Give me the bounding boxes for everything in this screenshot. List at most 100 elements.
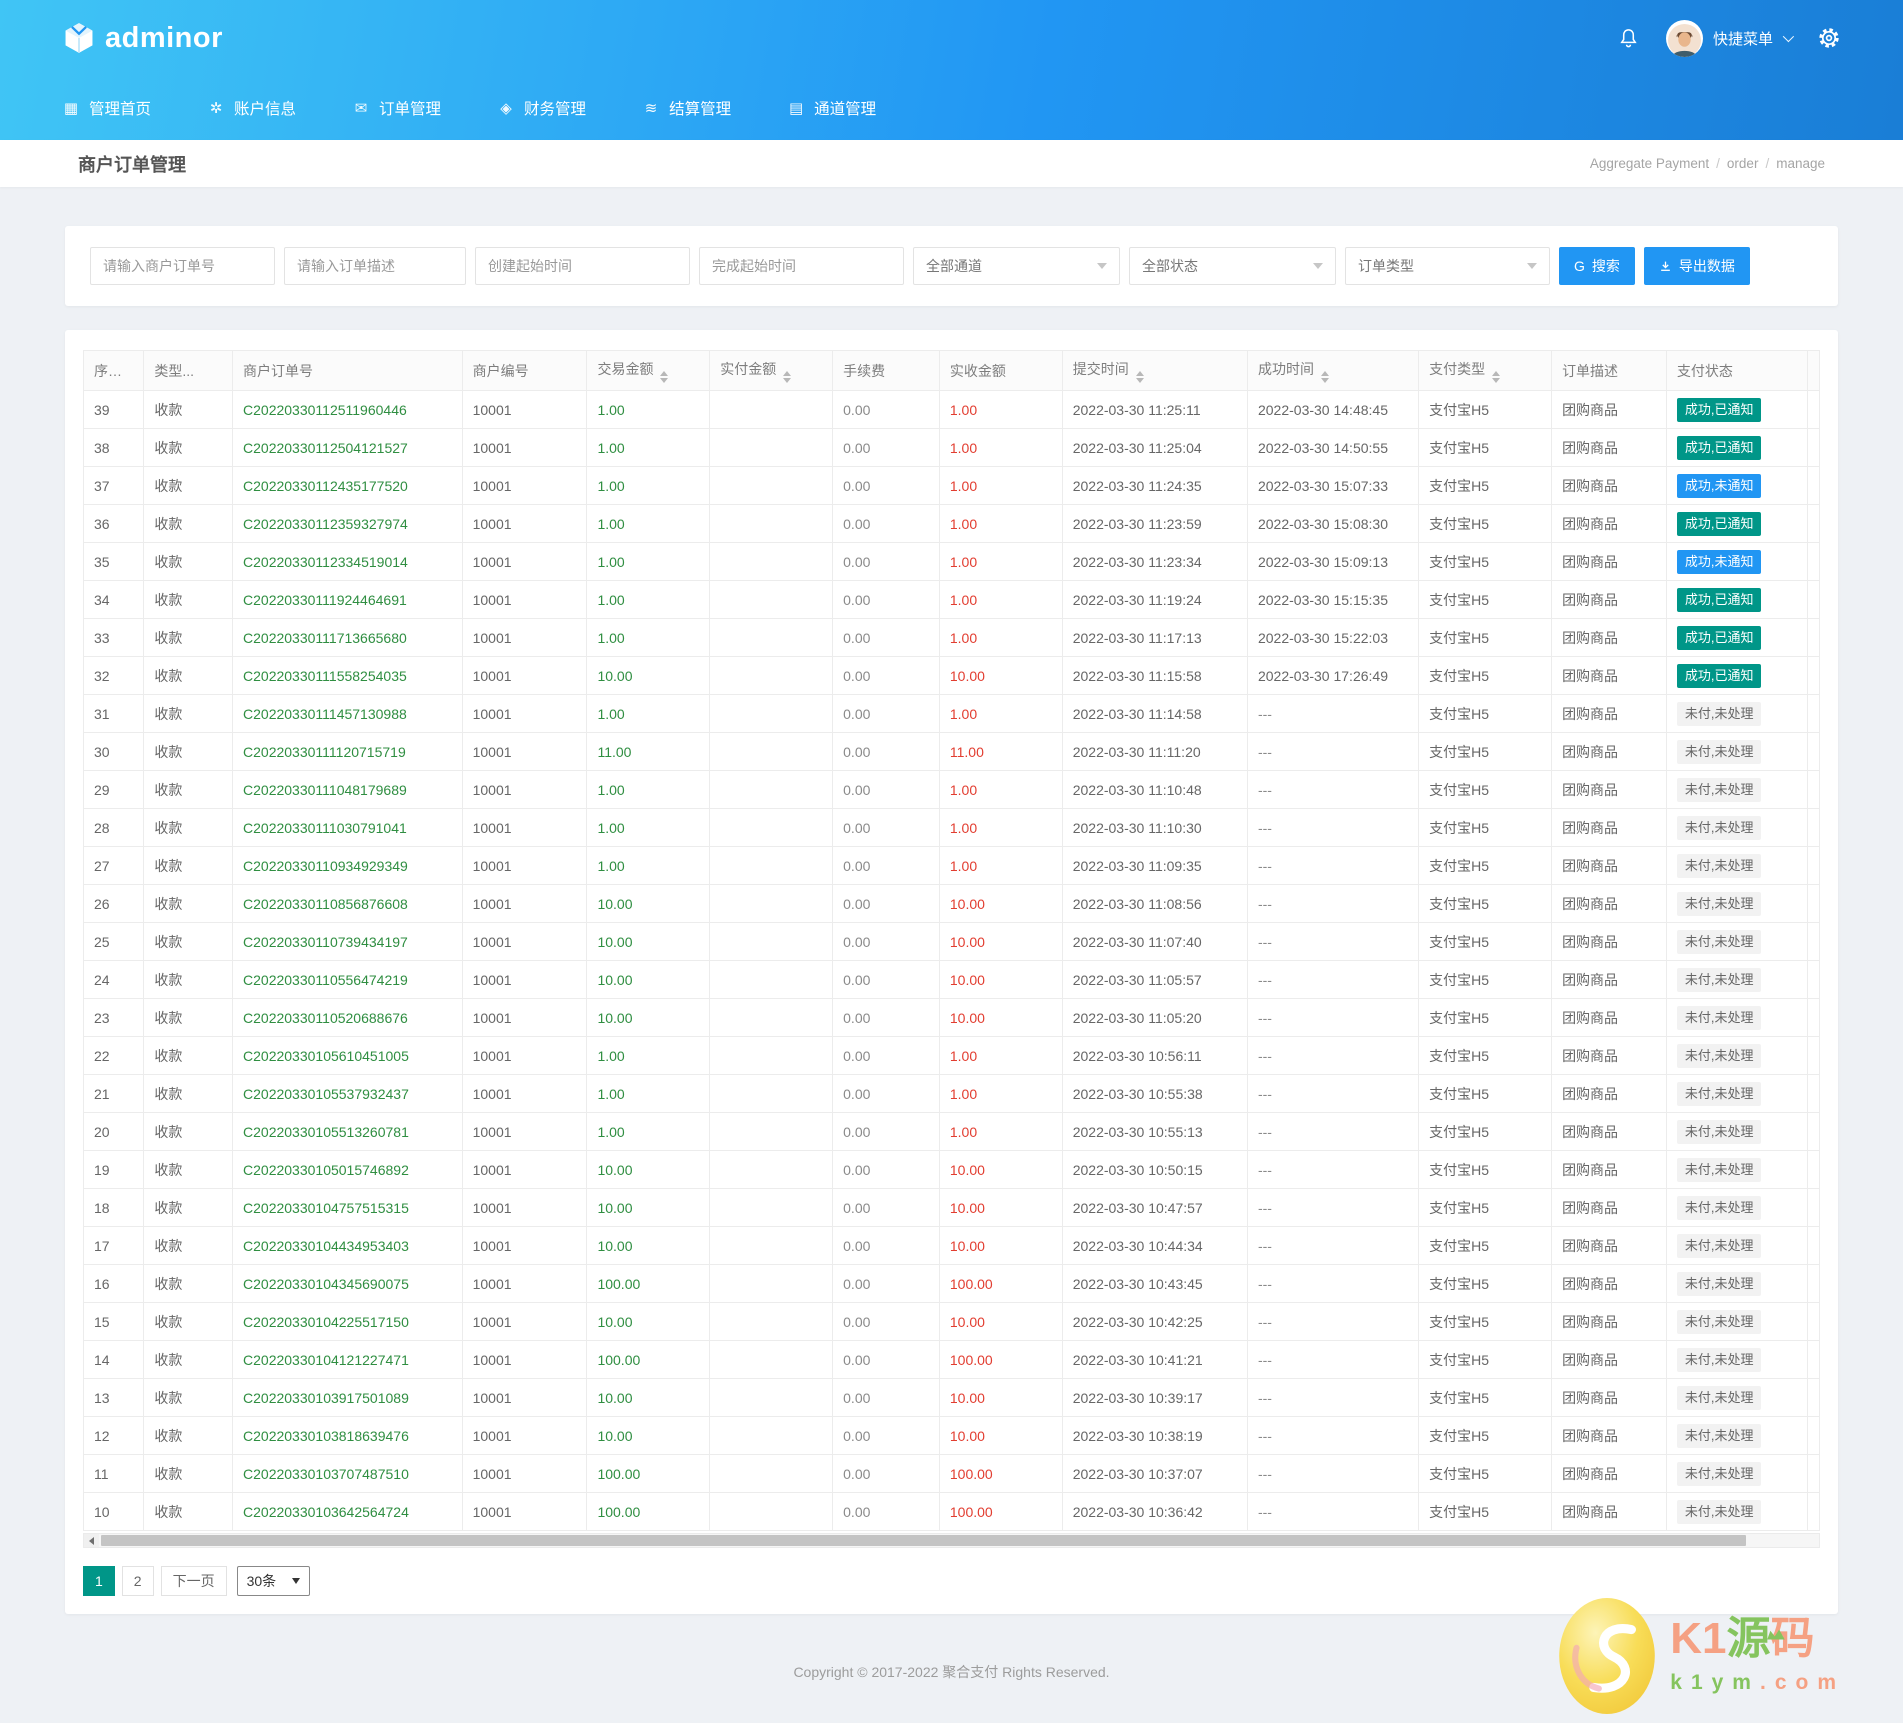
cell-desc: 团购商品 [1551, 1378, 1667, 1417]
sort-icon[interactable] [1135, 370, 1144, 383]
breadcrumb-item[interactable]: manage [1776, 156, 1825, 171]
main-nav: ▦ 管理首页 ✲ 账户信息 ✉ 订单管理 ◈ 财务管理 ≋ 结算管理 ▤ 通道管… [0, 76, 1903, 140]
cell-filler [1806, 770, 1821, 809]
crown-icon [1766, 1605, 1786, 1649]
column-header: 类型... [143, 350, 234, 391]
nav-item-channel[interactable]: ▤ 通道管理 [787, 97, 876, 119]
search-button[interactable]: G 搜索 [1559, 247, 1635, 285]
cell-seq: 18 [82, 1188, 145, 1227]
cell-desc: 团购商品 [1551, 922, 1667, 961]
channel-select[interactable]: 全部通道 [913, 247, 1120, 285]
chevron-down-icon [292, 1578, 301, 1584]
scroll-left-arrow[interactable] [84, 1534, 99, 1547]
cell-success-time: --- [1246, 694, 1420, 733]
cell-fee: 0.00 [832, 1492, 940, 1531]
cell-submit-time: 2022-03-30 10:55:38 [1061, 1074, 1248, 1113]
cell-received: 10.00 [938, 884, 1063, 923]
horizontal-scrollbar[interactable] [83, 1533, 1820, 1548]
cell-pay-status: 未付,未处理 [1665, 1378, 1808, 1417]
nav-item-dashboard[interactable]: ▦ 管理首页 [62, 97, 151, 119]
cell-type: 收款 [143, 846, 234, 885]
order-type-select[interactable]: 订单类型 [1345, 247, 1550, 285]
cell-merchant-no: 10001 [461, 1226, 588, 1265]
cell-received: 1.00 [938, 846, 1063, 885]
status-badge: 成功,已通知 [1676, 587, 1762, 612]
cell-seq: 22 [82, 1036, 145, 1075]
settings-gear-icon[interactable] [1817, 26, 1841, 50]
cell-fee: 0.00 [832, 1226, 940, 1265]
cell-merchant-no: 10001 [461, 732, 588, 771]
cell-success-time: 2022-03-30 14:50:55 [1246, 428, 1420, 467]
cell-pay-type: 支付宝H5 [1418, 542, 1553, 581]
column-header: 序号... [82, 350, 145, 391]
cell-seq: 19 [82, 1150, 145, 1189]
cell-order-no: C20220330110520688676 [232, 998, 463, 1037]
cell-success-time: --- [1246, 960, 1420, 999]
page-button-1[interactable]: 1 [83, 1566, 115, 1596]
nav-label: 结算管理 [669, 101, 732, 118]
column-header[interactable]: 实付金额 [709, 350, 834, 391]
cell-seq: 31 [82, 694, 145, 733]
page-button-2[interactable]: 2 [121, 1566, 154, 1596]
column-header-label: 交易金额 [597, 360, 654, 377]
cell-merchant-no: 10001 [461, 1302, 588, 1341]
sort-icon[interactable] [1492, 370, 1501, 383]
cell-desc: 团购商品 [1551, 1150, 1667, 1189]
cell-received: 1.00 [938, 542, 1063, 581]
cell-pay-status: 未付,未处理 [1665, 1112, 1808, 1151]
create-start-time-input[interactable] [475, 247, 690, 285]
cell-order-no: C20220330111030791041 [232, 808, 463, 847]
sort-icon[interactable] [1320, 370, 1329, 383]
cell-paid [709, 808, 834, 847]
nav-item-account[interactable]: ✲ 账户信息 [207, 97, 296, 119]
cell-pay-status: 未付,未处理 [1665, 922, 1808, 961]
cell-amount: 10.00 [586, 1416, 711, 1455]
top-header: adminor 快捷菜单 ▦ 管理首页 ✲ 账户信息 [0, 0, 1903, 140]
breadcrumb-item[interactable]: order [1726, 156, 1759, 171]
cell-seq: 10 [82, 1492, 145, 1531]
cell-seq: 11 [82, 1454, 145, 1493]
cell-submit-time: 2022-03-30 10:36:42 [1061, 1492, 1248, 1531]
sort-icon[interactable] [660, 370, 669, 383]
cell-amount: 10.00 [586, 998, 711, 1037]
table-row: 14 收款 C20220330104121227471 10001 100.00 0.00… [82, 1340, 1821, 1379]
brand-logo[interactable]: adminor [62, 21, 223, 55]
finish-start-time-input[interactable] [699, 247, 904, 285]
cell-filler [1806, 732, 1821, 771]
cell-received: 10.00 [938, 1226, 1063, 1265]
cell-order-no: C20220330105537932437 [232, 1074, 463, 1113]
search-button-label: 搜索 [1591, 258, 1620, 274]
cell-type: 收款 [143, 580, 234, 619]
cell-type: 收款 [143, 922, 234, 961]
cell-amount: 100.00 [586, 1340, 711, 1379]
cell-submit-time: 2022-03-30 10:39:17 [1061, 1378, 1248, 1417]
cell-order-no: C20220330111048179689 [232, 770, 463, 809]
column-header[interactable]: 交易金额 [586, 350, 711, 391]
table-row: 13 收款 C20220330103917501089 10001 10.00 0.00 1… [82, 1378, 1821, 1417]
nav-item-finance[interactable]: ◈ 财务管理 [497, 97, 586, 119]
column-header[interactable]: 支付类型 [1418, 350, 1553, 391]
cell-fee: 0.00 [832, 1378, 940, 1417]
user-menu[interactable]: 快捷菜单 [1665, 19, 1795, 57]
status-badge: 未付,未处理 [1676, 815, 1762, 840]
cell-pay-status: 未付,未处理 [1665, 1302, 1808, 1341]
column-header[interactable]: 提交时间 [1061, 350, 1248, 391]
nav-item-settlement[interactable]: ≋ 结算管理 [642, 97, 731, 119]
column-header-label: 实付金额 [720, 360, 777, 377]
order-desc-input[interactable] [284, 247, 466, 285]
cell-filler [1806, 542, 1821, 581]
table-row: 19 收款 C20220330105015746892 10001 10.00 0.00 1… [82, 1150, 1821, 1189]
nav-item-orders[interactable]: ✉ 订单管理 [352, 97, 441, 119]
merchant-order-no-input[interactable] [90, 247, 275, 285]
breadcrumb-item[interactable]: Aggregate Payment [1589, 156, 1710, 171]
column-header[interactable]: 成功时间 [1246, 350, 1420, 391]
export-data-button[interactable]: 导出数据 [1643, 247, 1750, 285]
cell-order-no: C20220330112504121527 [232, 428, 463, 467]
notification-bell-icon[interactable] [1617, 27, 1640, 50]
page-size-select[interactable]: 30条 [236, 1566, 311, 1596]
status-select[interactable]: 全部状态 [1129, 247, 1336, 285]
sort-icon[interactable] [783, 370, 792, 383]
cell-desc: 团购商品 [1551, 1226, 1667, 1265]
scrollbar-thumb[interactable] [101, 1535, 1746, 1546]
next-page-button[interactable]: 下一页 [160, 1566, 227, 1596]
